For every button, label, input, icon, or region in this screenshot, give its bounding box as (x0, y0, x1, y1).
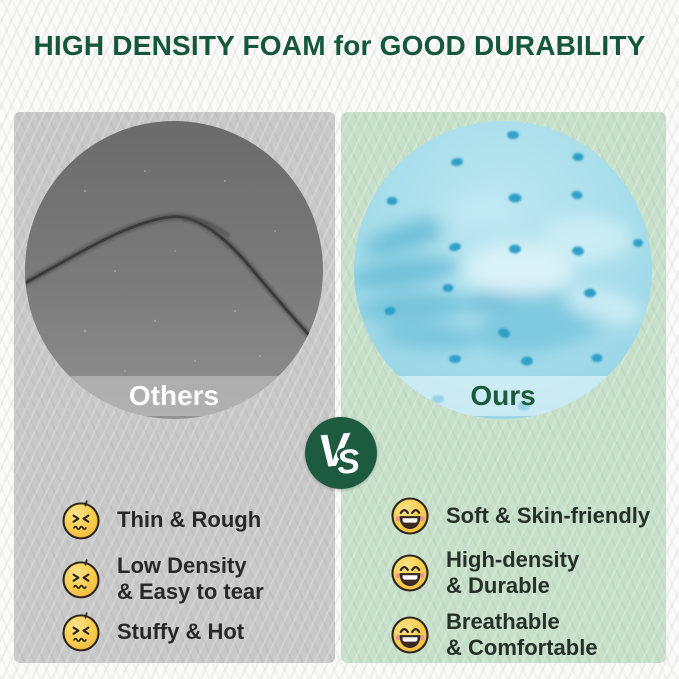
point-label: Thin & Rough (117, 507, 262, 532)
point-label: Stuffy & Hot (117, 619, 245, 644)
vs-badge: V S (305, 417, 377, 489)
crack-illustration (25, 169, 315, 372)
comparison-panel-others: Others Thin & Rough Low Density & Easy t… (14, 112, 335, 663)
point-label: High-density & Durable (446, 547, 580, 598)
happy-face-icon (389, 552, 431, 594)
others-point-1: Thin & Rough (60, 499, 261, 541)
point-label: Low Density & Easy to tear (117, 553, 264, 604)
ours-photo-caption: Ours (354, 376, 652, 416)
others-photo-caption: Others (25, 376, 323, 416)
others-foam-photo: Others (25, 121, 323, 419)
annoyed-face-icon (60, 611, 102, 653)
others-point-2: Low Density & Easy to tear (60, 553, 264, 605)
ours-point-3: Breathable & Comfortable (389, 609, 598, 661)
page-title: HIGH DENSITY FOAM for GOOD DURABILITY (33, 30, 646, 61)
others-point-3: Stuffy & Hot (60, 611, 244, 653)
point-label: Breathable & Comfortable (446, 609, 598, 660)
ours-point-2: High-density & Durable (389, 547, 579, 599)
comparison-panel-ours: Ours Soft & Skin-friendly High-density &… (341, 112, 666, 663)
ours-label: Ours (470, 380, 536, 411)
annoyed-face-icon (60, 499, 102, 541)
ours-foam-photo: Ours (354, 121, 652, 419)
others-label: Others (128, 380, 220, 411)
vs-letter-s: S (335, 442, 362, 482)
happy-face-icon (389, 614, 431, 656)
annoyed-face-icon (60, 558, 102, 600)
ours-point-1: Soft & Skin-friendly (389, 495, 650, 537)
point-label: Soft & Skin-friendly (446, 503, 651, 528)
foam-detail-illustration (354, 131, 644, 411)
happy-face-icon (389, 495, 431, 537)
